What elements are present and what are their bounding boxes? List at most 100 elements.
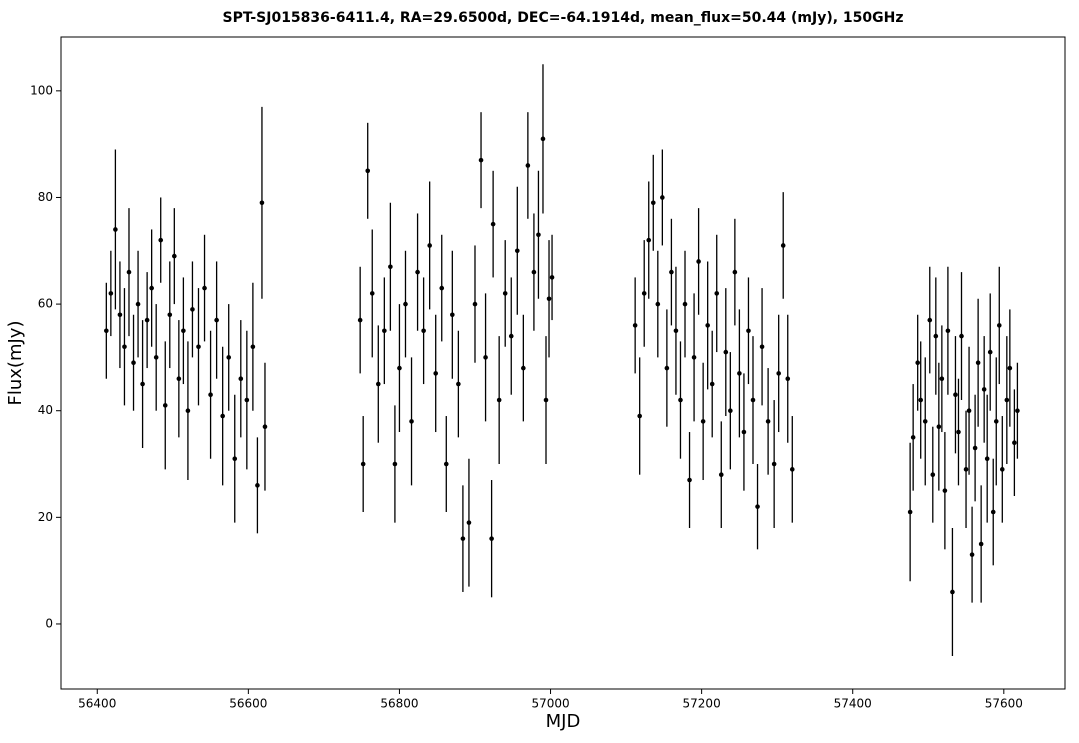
x-tick-label: 57600 — [985, 697, 1023, 711]
data-point — [162, 403, 168, 408]
data-point — [232, 456, 238, 461]
data-point — [771, 461, 777, 467]
data-point — [388, 264, 393, 270]
chart-title: SPT-SJ015836-6411.4, RA=29.6500d, DEC=-6… — [223, 10, 904, 26]
data-point — [190, 307, 195, 312]
data-point — [439, 285, 445, 291]
data-point — [360, 461, 366, 467]
data-point — [789, 467, 795, 472]
data-point — [149, 285, 154, 291]
data-point — [1012, 440, 1017, 446]
data-point — [1015, 408, 1020, 414]
data-point — [375, 381, 381, 387]
data-point — [728, 408, 733, 414]
data-point — [238, 376, 244, 382]
y-axis-label: Flux(mJy) — [5, 321, 26, 406]
data-point — [641, 291, 647, 296]
data-point — [531, 269, 537, 275]
data-point — [732, 269, 738, 275]
data-point — [746, 328, 751, 334]
data-point — [953, 392, 958, 398]
data-point — [673, 328, 679, 334]
data-point — [669, 269, 674, 275]
data-point — [357, 317, 363, 323]
data-point — [700, 419, 706, 424]
data-point — [907, 509, 913, 515]
data-point — [632, 323, 638, 328]
data-point — [490, 221, 496, 227]
data-point — [483, 355, 488, 360]
data-point — [543, 397, 549, 403]
data-point — [646, 237, 652, 243]
data-point — [650, 200, 656, 206]
data-point — [508, 333, 514, 339]
data-point — [478, 157, 484, 163]
data-point — [963, 467, 969, 472]
data-point — [167, 312, 173, 318]
data-point — [936, 424, 942, 430]
data-point — [202, 285, 207, 291]
data-point — [421, 328, 426, 334]
data-point — [718, 472, 724, 477]
x-tick-label: 57200 — [683, 697, 721, 711]
y-tick-label: 0 — [45, 616, 53, 630]
data-point — [972, 445, 978, 451]
x-tick-label: 56400 — [78, 697, 116, 711]
data-point — [981, 387, 987, 392]
data-point — [427, 243, 432, 248]
x-tick-label: 57000 — [531, 697, 569, 711]
data-point — [409, 419, 414, 424]
data-point — [220, 413, 225, 419]
data-point — [104, 328, 109, 334]
data-point — [939, 376, 945, 382]
data-point — [365, 168, 371, 174]
data-point — [655, 301, 661, 307]
data-point — [158, 237, 164, 243]
data-point — [915, 360, 920, 366]
data-point — [369, 291, 375, 296]
data-point — [750, 397, 756, 403]
data-point — [956, 429, 961, 435]
x-axis-label: MJD — [546, 711, 581, 732]
data-point — [126, 269, 132, 275]
data-point — [966, 408, 972, 414]
data-point — [682, 301, 688, 307]
data-point — [942, 488, 948, 493]
data-point — [785, 376, 791, 382]
data-point — [525, 163, 531, 168]
data-point — [226, 355, 232, 360]
data-point — [987, 349, 993, 355]
data-point — [776, 371, 781, 376]
data-point — [705, 323, 710, 328]
data-point — [741, 429, 747, 435]
data-point — [1007, 365, 1013, 371]
data-point — [664, 365, 670, 371]
data-point — [472, 301, 478, 307]
data-point — [660, 195, 665, 200]
data-point — [185, 408, 191, 414]
data-point — [975, 360, 981, 366]
y-tick-label: 40 — [38, 403, 53, 417]
data-point — [144, 317, 150, 323]
data-point — [765, 419, 771, 424]
data-point — [755, 504, 760, 509]
data-point — [443, 461, 449, 467]
data-point — [433, 371, 439, 376]
y-tick-label: 100 — [30, 83, 53, 97]
data-point — [172, 253, 177, 259]
data-point — [489, 536, 494, 541]
data-point — [990, 509, 996, 515]
data-point — [945, 328, 951, 334]
y-tick-label: 20 — [38, 510, 53, 524]
data-point — [244, 397, 250, 403]
x-tick-label: 56600 — [229, 697, 267, 711]
data-point — [397, 365, 402, 371]
data-point — [496, 397, 502, 403]
data-point — [382, 328, 387, 334]
data-point — [922, 419, 928, 424]
data-point — [687, 477, 692, 483]
data-point — [637, 413, 642, 419]
data-point — [549, 275, 555, 280]
data-point — [415, 269, 420, 275]
